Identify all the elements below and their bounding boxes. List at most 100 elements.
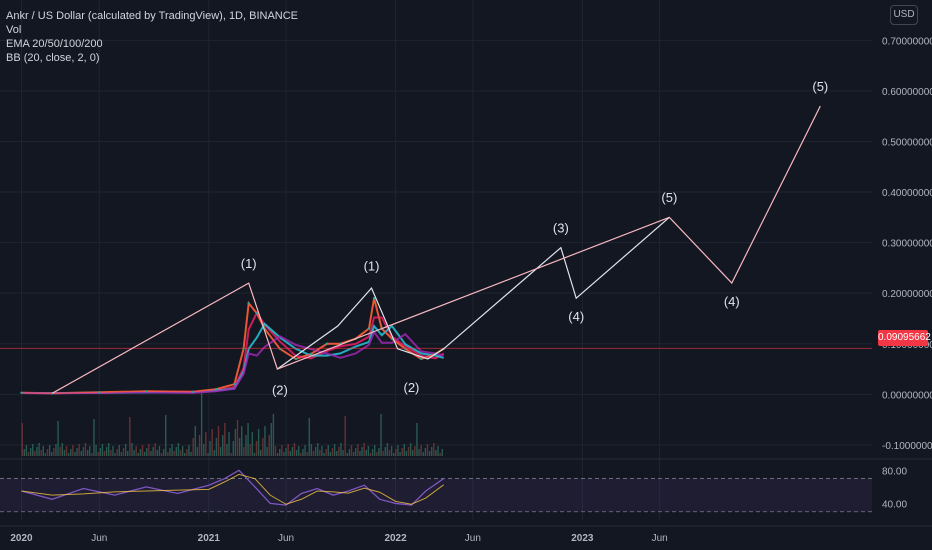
- volume-bar: [224, 423, 226, 456]
- elliott-wave-white[interactable]: [277, 216, 670, 370]
- volume-bar: [262, 438, 264, 456]
- volume-bar: [110, 450, 112, 456]
- y-tick-label: 0.70000000: [882, 36, 932, 47]
- volume-bar: [131, 443, 133, 456]
- volume-bar: [338, 447, 340, 456]
- wave-label: (2): [403, 380, 419, 395]
- volume-bar: [251, 432, 253, 456]
- volume-bar: [162, 449, 165, 456]
- volume-bar: [143, 452, 146, 456]
- volume-bar: [152, 447, 154, 456]
- wave-label: (3): [553, 221, 569, 236]
- volume-bar: [308, 418, 310, 456]
- volume-bar: [95, 445, 97, 456]
- volume-bar: [67, 453, 70, 456]
- y-tick-label: 0.30000000: [882, 239, 932, 250]
- volume-bar: [51, 452, 53, 456]
- volume-bar: [222, 435, 224, 456]
- volume-bar: [378, 448, 380, 456]
- volume-bar: [287, 444, 289, 456]
- volume-bar: [327, 445, 329, 456]
- volume-bar: [414, 446, 416, 456]
- volume-bar: [205, 432, 207, 456]
- price-point: [294, 357, 297, 361]
- volume-bar: [255, 441, 258, 456]
- volume-bar: [129, 417, 131, 456]
- legend-bollinger[interactable]: BB (20, close, 2, 0): [6, 52, 100, 64]
- volume-bar: [279, 449, 281, 456]
- volume-bar: [167, 452, 169, 456]
- price-point: [367, 327, 371, 330]
- volume-bar: [348, 449, 351, 456]
- price-point: [255, 312, 259, 315]
- volume-bar: [150, 451, 152, 456]
- volume-bar: [217, 426, 220, 456]
- volume-bar: [295, 450, 298, 456]
- volume-bar: [141, 445, 144, 456]
- volume-bar: [376, 452, 378, 456]
- volume-bar: [422, 452, 424, 456]
- volume-bar: [357, 444, 359, 456]
- volume-bar: [401, 448, 403, 456]
- volume-bar: [435, 450, 437, 456]
- volume-bar: [431, 447, 433, 456]
- price-point: [98, 391, 101, 394]
- volume-bar: [105, 447, 108, 456]
- volume-bar: [274, 446, 277, 456]
- price-point: [20, 391, 23, 395]
- volume-bar: [243, 447, 245, 456]
- volume-bar: [289, 451, 291, 456]
- y-tick-label: -0.10000000: [882, 441, 932, 452]
- x-tick-label: 2023: [571, 533, 594, 544]
- volume-bar: [268, 435, 270, 456]
- y-tick-label: 0.60000000: [882, 87, 932, 98]
- volume-bar: [86, 450, 89, 456]
- volume-bar: [317, 443, 319, 456]
- volume-bar: [232, 441, 234, 456]
- x-tick-label: Jun: [652, 533, 668, 544]
- volume-bar: [359, 451, 361, 456]
- legend-volume[interactable]: Vol: [6, 24, 22, 36]
- volume-bar: [122, 448, 125, 456]
- volume-bar: [418, 449, 420, 456]
- y-tick-label: 0.40000000: [882, 188, 932, 199]
- volume-bar: [32, 444, 34, 456]
- currency-button[interactable]: USD: [890, 5, 918, 25]
- volume-bar: [65, 446, 68, 456]
- volume-bar: [426, 444, 429, 456]
- volume-bar: [177, 443, 180, 456]
- volume-bar: [266, 447, 268, 456]
- volume-bar: [165, 415, 167, 456]
- volume-bar: [253, 453, 256, 456]
- legend-ema[interactable]: EMA 20/50/100/200: [6, 38, 103, 50]
- volume-bar: [114, 453, 116, 456]
- volume-bar: [146, 448, 148, 456]
- volume-bar: [207, 453, 209, 456]
- x-tick-label: Jun: [278, 533, 294, 544]
- volume-bar: [228, 432, 230, 456]
- volume-bar: [367, 446, 370, 456]
- volume-bar: [416, 423, 418, 456]
- x-tick-label: Jun: [91, 533, 107, 544]
- volume-bar: [80, 451, 82, 456]
- volume-bar: [173, 451, 175, 456]
- volume-bar: [355, 448, 357, 456]
- volume-bar: [120, 452, 123, 456]
- x-tick-label: Jun: [465, 533, 481, 544]
- volume-bar: [148, 444, 150, 456]
- last-price-tag: 0.09095662: [878, 330, 931, 346]
- volume-bar: [59, 447, 61, 456]
- volume-bar: [405, 451, 408, 456]
- volume-bar: [352, 452, 355, 456]
- volume-bar: [393, 453, 395, 456]
- volume-bar: [34, 451, 36, 456]
- volume-bar: [329, 452, 332, 456]
- elliott-wave-pink[interactable]: [51, 105, 821, 394]
- wave-label: (1): [241, 256, 257, 271]
- volume-bar: [441, 449, 443, 456]
- volume-bar: [74, 452, 76, 456]
- volume-bar: [245, 435, 247, 456]
- legend-symbol[interactable]: Ankr / US Dollar (calculated by TradingV…: [6, 10, 299, 22]
- volume-bar: [135, 446, 137, 456]
